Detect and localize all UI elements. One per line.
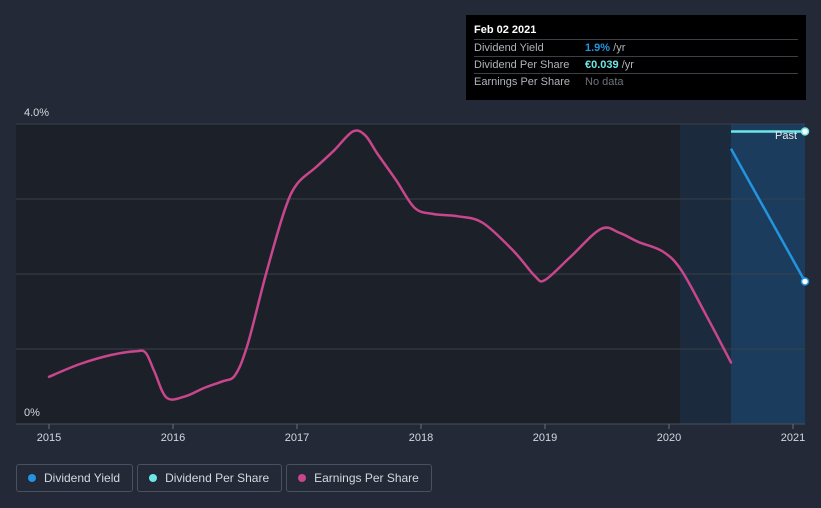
dividend-per-share-end-marker (800, 127, 810, 136)
legend-label: Dividend Per Share (165, 471, 270, 485)
tooltip: Feb 02 2021 Dividend Yield 1.9% /yr Divi… (466, 15, 806, 100)
tooltip-date: Feb 02 2021 (474, 24, 537, 36)
tooltip-label: Dividend Yield (474, 42, 544, 54)
x-tick-label: 2020 (657, 432, 681, 444)
tooltip-label: Dividend Per Share (474, 59, 570, 71)
earnings-per-share-line (47, 129, 733, 401)
legend: Dividend Yield Dividend Per Share Earnin… (16, 464, 436, 492)
legend-item-earnings-per-share[interactable]: Earnings Per Share (286, 464, 432, 492)
dividend-yield-end-marker (800, 277, 810, 286)
tooltip-unit: /yr (621, 59, 634, 71)
dividend-yield-line (729, 148, 807, 283)
legend-label: Dividend Yield (44, 471, 121, 485)
earnings-per-share-dot-icon (298, 474, 307, 482)
dividend-per-share-dot-icon (149, 474, 158, 482)
legend-label: Earnings Per Share (314, 471, 419, 485)
x-tick-label: 2018 (409, 432, 433, 444)
tooltip-value: €0.039 (585, 59, 619, 71)
x-tick-label: 2015 (37, 432, 61, 444)
legend-item-dividend-yield[interactable]: Dividend Yield (16, 464, 134, 492)
x-tick-label: 2019 (533, 432, 557, 444)
legend-item-dividend-per-share[interactable]: Dividend Per Share (137, 464, 283, 492)
y-tick-label-bottom: 0% (24, 407, 40, 419)
tooltip-label: Earnings Per Share (474, 76, 570, 88)
dividend-yield-dot-icon (28, 474, 36, 482)
past-annotation: Past (775, 130, 797, 142)
x-tick-label: 2016 (161, 432, 185, 444)
tooltip-row-dividend-per-share: Dividend Per Share €0.039 /yr (474, 56, 798, 73)
tooltip-row-dividend-yield: Dividend Yield 1.9% /yr (474, 39, 798, 56)
tooltip-value: 1.9% (585, 42, 611, 54)
y-tick-label-top: 4.0% (24, 107, 49, 119)
tooltip-row-earnings-per-share: Earnings Per Share No data (474, 73, 798, 90)
x-tick-label: 2017 (285, 432, 309, 444)
tooltip-value: No data (585, 76, 624, 88)
x-tick-label: 2021 (781, 432, 805, 444)
tooltip-unit: /yr (613, 42, 626, 54)
